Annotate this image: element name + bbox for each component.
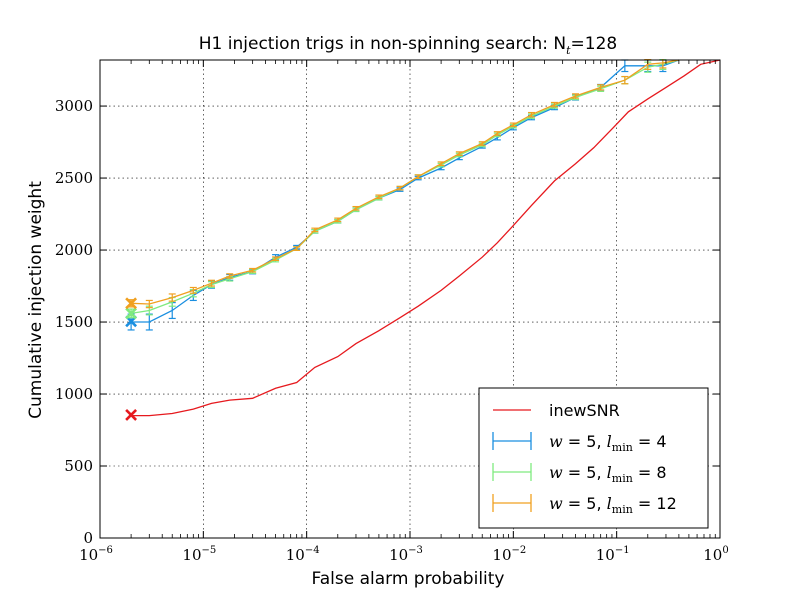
y-axis-label: Cumulative injection weight (26, 181, 46, 419)
y-tick-label: 3000 (55, 97, 93, 115)
chart-title-suffix: =128 (571, 34, 618, 54)
chart-title-main: H1 injection trigs in non-spinning searc… (199, 34, 566, 54)
y-tick-label: 2500 (55, 169, 93, 187)
y-tick-label: 500 (64, 457, 93, 475)
series-marker (125, 297, 138, 310)
series-line (131, 59, 680, 305)
series-marker (125, 408, 138, 421)
series-3 (125, 59, 680, 310)
series-line (131, 59, 720, 417)
legend-label: w = 5, lmin = 4 (549, 432, 667, 454)
x-tick-label: 10−4 (286, 545, 320, 564)
legend-label: w = 5, lmin = 12 (549, 494, 677, 516)
y-tick-label: 2000 (55, 241, 93, 259)
x-tick-label: 10−3 (389, 545, 423, 564)
legend-label: inewSNR (549, 401, 620, 420)
series-0 (125, 59, 720, 421)
chart-title: H1 injection trigs in non-spinning searc… (199, 34, 617, 57)
x-tick-label: 100 (703, 545, 728, 564)
x-tick-label: 10−6 (79, 545, 113, 564)
legend: inewSNR w = 5, lmin = 4 w = 5, lmin = 8 w =… (478, 387, 709, 529)
y-tick-label: 1000 (55, 385, 93, 403)
x-tick-label: 10−1 (596, 545, 630, 564)
y-tick-label: 0 (83, 529, 93, 547)
plot-area (125, 59, 720, 421)
y-tick-label: 1500 (55, 313, 93, 331)
x-tick-label: 10−2 (492, 545, 526, 564)
x-tick-label: 10−5 (182, 545, 216, 564)
chart-title-subscript: t (566, 44, 571, 57)
series-line (131, 59, 680, 323)
legend-box (478, 387, 709, 529)
x-axis-label: False alarm probability (312, 569, 505, 589)
y-axis-ticks: 0 500 1000 1500 2000 2500 3000 (55, 97, 720, 547)
x-axis-ticks: 10−6 10−5 10−4 10−3 10−2 10−1 100 (79, 60, 729, 564)
axes-frame (99, 59, 721, 539)
grid-lines (100, 60, 720, 538)
series-marker (125, 307, 138, 320)
legend-label: w = 5, lmin = 8 (549, 463, 667, 485)
